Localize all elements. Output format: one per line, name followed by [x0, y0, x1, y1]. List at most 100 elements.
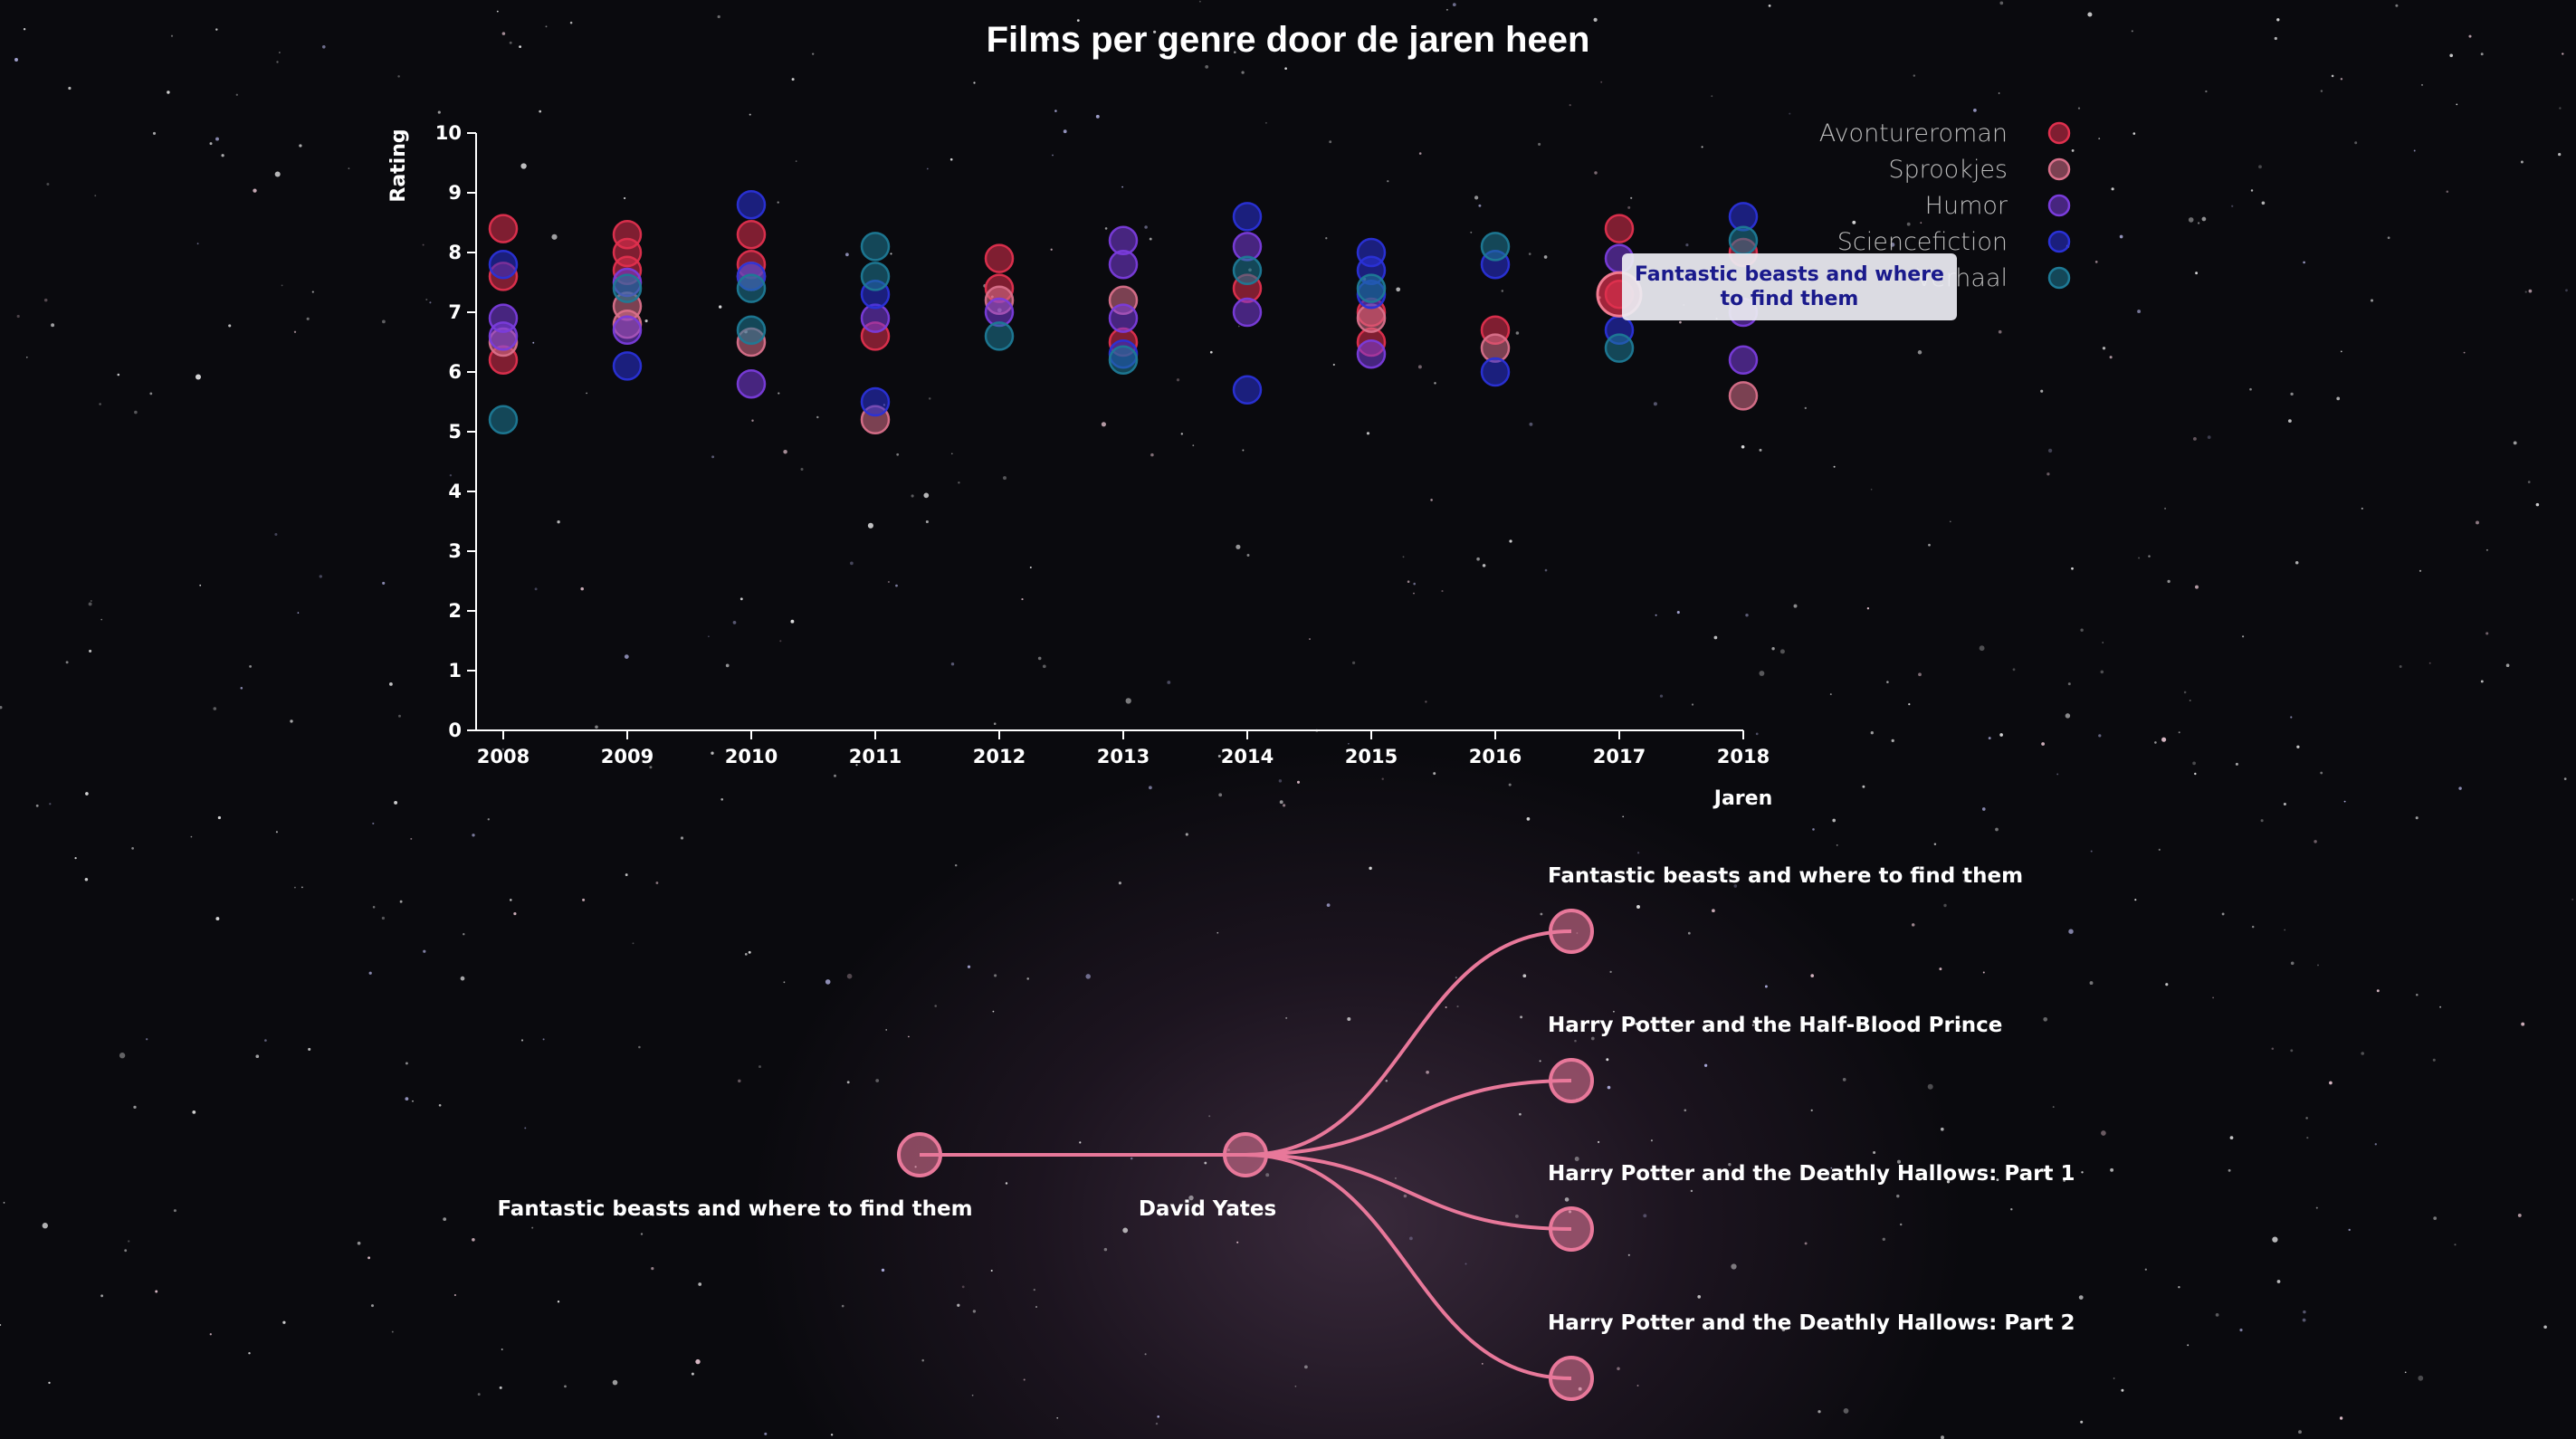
star — [405, 1062, 408, 1065]
star — [1103, 1247, 1108, 1252]
star — [2101, 1130, 2106, 1136]
star — [275, 831, 278, 834]
star — [2077, 107, 2081, 110]
star — [453, 1293, 456, 1297]
data-point — [1728, 345, 1759, 376]
star — [841, 1304, 844, 1308]
star — [2063, 1179, 2066, 1182]
star — [1981, 807, 1986, 811]
star — [1425, 700, 1427, 703]
y-tick-label: 6 — [448, 361, 462, 383]
y-tick-label: 10 — [435, 122, 462, 144]
star — [1155, 1422, 1159, 1425]
star — [524, 1127, 527, 1129]
star — [2559, 107, 2562, 110]
star — [2138, 557, 2141, 559]
star — [2302, 1318, 2306, 1322]
data-point — [488, 249, 519, 280]
star — [2067, 682, 2071, 686]
star — [1927, 1083, 1933, 1090]
star — [2274, 36, 2277, 41]
star — [1635, 1022, 1638, 1025]
star — [1789, 112, 1791, 115]
star — [1842, 1078, 1846, 1082]
star — [1042, 664, 1046, 669]
star — [128, 1240, 130, 1243]
star — [290, 720, 293, 723]
star — [2192, 761, 2196, 766]
star — [1149, 786, 1152, 790]
star — [825, 979, 831, 985]
star — [1764, 985, 1768, 988]
star — [1896, 1194, 1900, 1198]
star — [293, 886, 296, 889]
star — [972, 1310, 977, 1313]
star — [1711, 95, 1713, 98]
star — [2068, 929, 2074, 934]
star — [1622, 815, 1625, 818]
star — [1733, 884, 1738, 888]
star — [1529, 422, 1533, 426]
star — [1728, 1163, 1732, 1167]
x-tick-label: 2015 — [1345, 746, 1398, 767]
star — [539, 110, 542, 113]
star — [1285, 1016, 1288, 1019]
star — [1217, 754, 1221, 758]
star — [510, 899, 512, 901]
star — [124, 1249, 128, 1253]
star — [738, 1079, 741, 1083]
star — [2137, 310, 2142, 314]
data-point — [1480, 232, 1511, 262]
data-point — [1604, 214, 1635, 243]
star — [274, 171, 281, 177]
star — [1198, 0, 1201, 3]
star — [1192, 444, 1195, 447]
star — [1745, 613, 1749, 617]
star — [2416, 993, 2419, 996]
star — [1703, 1063, 1708, 1067]
star — [2094, 261, 2098, 263]
star — [2158, 848, 2161, 852]
star — [2476, 520, 2479, 525]
star — [1886, 681, 1889, 683]
star — [496, 10, 499, 13]
star — [1309, 638, 1311, 641]
legend-label: Sprookjes — [1888, 156, 2008, 184]
star — [429, 301, 432, 304]
star — [2201, 216, 2207, 222]
star — [950, 453, 953, 455]
star — [718, 1204, 721, 1208]
star — [381, 916, 386, 920]
star — [1085, 974, 1091, 979]
star — [655, 882, 659, 884]
star — [1176, 378, 1180, 382]
star — [896, 453, 900, 456]
star — [460, 976, 465, 981]
star — [1617, 1367, 1620, 1371]
star — [850, 561, 854, 566]
star — [1303, 1365, 1308, 1369]
star — [1544, 568, 1548, 572]
star — [2354, 141, 2358, 145]
star — [1479, 36, 1483, 41]
star — [1052, 154, 1054, 157]
star — [1366, 432, 1370, 435]
star — [1982, 971, 1985, 974]
star — [2178, 731, 2180, 734]
x-tick-label: 2017 — [1593, 746, 1646, 767]
star — [2194, 772, 2197, 776]
star — [2418, 1375, 2424, 1381]
star — [719, 305, 722, 309]
star — [68, 86, 72, 91]
star — [2183, 691, 2187, 694]
star — [1265, 1173, 1270, 1177]
star — [0, 706, 3, 710]
star — [1731, 1263, 1737, 1270]
star — [545, 25, 548, 28]
star — [2558, 152, 2562, 157]
star — [2250, 189, 2254, 192]
tree-film-node — [1549, 909, 1594, 954]
star — [1685, 243, 1689, 247]
star — [299, 144, 302, 148]
star — [2524, 291, 2527, 293]
